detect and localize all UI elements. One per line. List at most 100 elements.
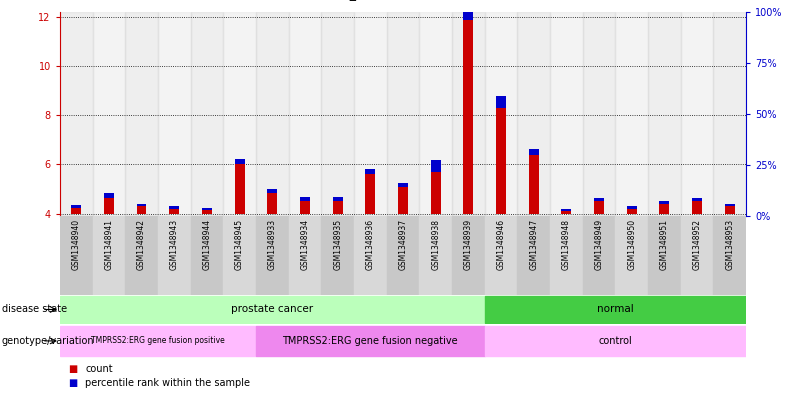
Bar [550, 216, 583, 295]
Bar [725, 204, 735, 206]
Text: GSM1348949: GSM1348949 [595, 219, 603, 270]
Bar [659, 204, 670, 214]
Bar [136, 206, 147, 214]
Bar [267, 189, 277, 193]
Bar [256, 216, 289, 295]
Bar [431, 172, 440, 214]
Bar [333, 197, 342, 201]
Bar [496, 108, 506, 214]
Bar [659, 201, 670, 204]
Bar [419, 12, 452, 216]
Text: GSM1348943: GSM1348943 [170, 219, 179, 270]
Bar [125, 12, 158, 216]
Bar [517, 216, 550, 295]
Bar [398, 187, 408, 214]
Text: ■: ■ [68, 378, 77, 388]
Text: GSM1348952: GSM1348952 [693, 219, 701, 270]
Text: TMPRSS2:ERG gene fusion positive: TMPRSS2:ERG gene fusion positive [91, 336, 225, 345]
Bar [136, 204, 147, 206]
Text: TMPRSS2:ERG gene fusion negative: TMPRSS2:ERG gene fusion negative [282, 336, 458, 346]
Bar [365, 169, 375, 174]
Text: disease state: disease state [2, 305, 67, 314]
Text: GSM1348939: GSM1348939 [464, 219, 473, 270]
Bar [595, 201, 604, 214]
Text: GSM1348938: GSM1348938 [431, 219, 440, 270]
Bar [464, 8, 473, 20]
Bar [322, 12, 354, 216]
Bar [169, 209, 180, 214]
Bar [158, 216, 191, 295]
Text: GSM1348951: GSM1348951 [660, 219, 669, 270]
Text: count: count [85, 364, 113, 374]
Bar [71, 205, 81, 208]
Bar [595, 198, 604, 201]
Bar [648, 216, 681, 295]
Bar [431, 160, 440, 172]
Text: GSM1348937: GSM1348937 [398, 219, 408, 270]
Bar [169, 206, 180, 209]
Bar [223, 216, 256, 295]
Text: GSM1348942: GSM1348942 [137, 219, 146, 270]
Text: ■: ■ [68, 364, 77, 374]
Bar [615, 216, 648, 295]
Bar [484, 12, 517, 216]
Bar [692, 198, 702, 201]
Bar [60, 296, 484, 323]
Bar [104, 198, 114, 214]
Text: GSM1348946: GSM1348946 [496, 219, 505, 270]
Bar [104, 193, 114, 198]
Text: GSM1348945: GSM1348945 [235, 219, 244, 270]
Text: GSM1348934: GSM1348934 [301, 219, 310, 270]
Bar [387, 12, 419, 216]
Bar [202, 208, 211, 210]
Bar [158, 12, 191, 216]
Bar [517, 12, 550, 216]
Text: percentile rank within the sample: percentile rank within the sample [85, 378, 251, 388]
Bar [562, 211, 571, 214]
Bar [692, 201, 702, 214]
Bar [626, 209, 637, 214]
Text: prostate cancer: prostate cancer [231, 305, 314, 314]
Text: control: control [598, 336, 632, 346]
Text: genotype/variation: genotype/variation [2, 336, 94, 346]
Text: GSM1348941: GSM1348941 [105, 219, 113, 270]
Text: GSM1348953: GSM1348953 [725, 219, 734, 270]
Text: GSM1348933: GSM1348933 [268, 219, 277, 270]
Bar [583, 12, 615, 216]
Text: normal: normal [597, 305, 634, 314]
Bar [71, 208, 81, 214]
Bar [529, 149, 539, 154]
Bar [60, 12, 93, 216]
Bar [626, 206, 637, 209]
Text: GSM1348940: GSM1348940 [72, 219, 81, 270]
Text: GSM1348950: GSM1348950 [627, 219, 636, 270]
Bar [583, 216, 615, 295]
Bar [484, 216, 517, 295]
Bar [191, 216, 223, 295]
Bar [60, 216, 93, 295]
Bar [681, 12, 713, 216]
Bar [300, 201, 310, 214]
Text: GSM1348947: GSM1348947 [529, 219, 538, 270]
Bar [713, 216, 746, 295]
Bar [529, 154, 539, 214]
Bar [333, 201, 342, 214]
Bar [60, 326, 256, 356]
Bar [202, 210, 211, 214]
Bar [256, 12, 289, 216]
Bar [322, 216, 354, 295]
Bar [289, 216, 322, 295]
Text: GSM1348948: GSM1348948 [562, 219, 571, 270]
Bar [713, 12, 746, 216]
Bar [354, 216, 387, 295]
Bar [354, 12, 387, 216]
Bar [648, 12, 681, 216]
Bar [484, 296, 746, 323]
Bar [398, 183, 408, 187]
Bar [387, 216, 419, 295]
Bar [452, 216, 484, 295]
Bar [725, 206, 735, 214]
Bar [365, 174, 375, 214]
Bar [452, 12, 484, 216]
Bar [562, 209, 571, 211]
